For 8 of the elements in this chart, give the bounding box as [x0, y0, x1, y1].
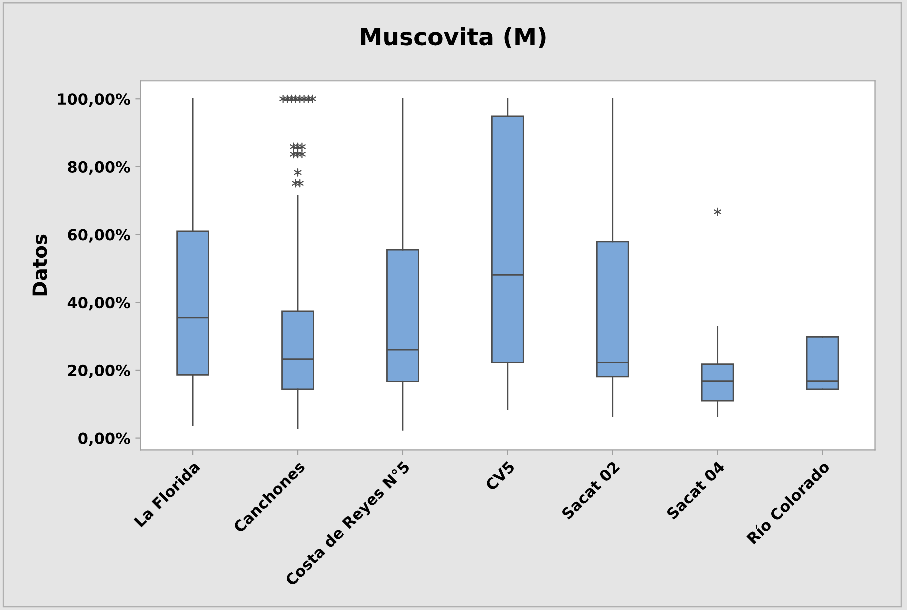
y-axis-title: Datos — [32, 234, 48, 296]
y-tick-label: 60,00% — [68, 229, 130, 243]
y-tick-label: 100,00% — [58, 94, 130, 108]
y-tick-label: 80,00% — [68, 161, 130, 175]
y-tick-label: 40,00% — [68, 297, 130, 311]
y-tick-label: 0,00% — [78, 432, 130, 446]
chart-title: Muscovita (M) — [361, 27, 546, 49]
y-tick-label: 20,00% — [68, 364, 130, 378]
